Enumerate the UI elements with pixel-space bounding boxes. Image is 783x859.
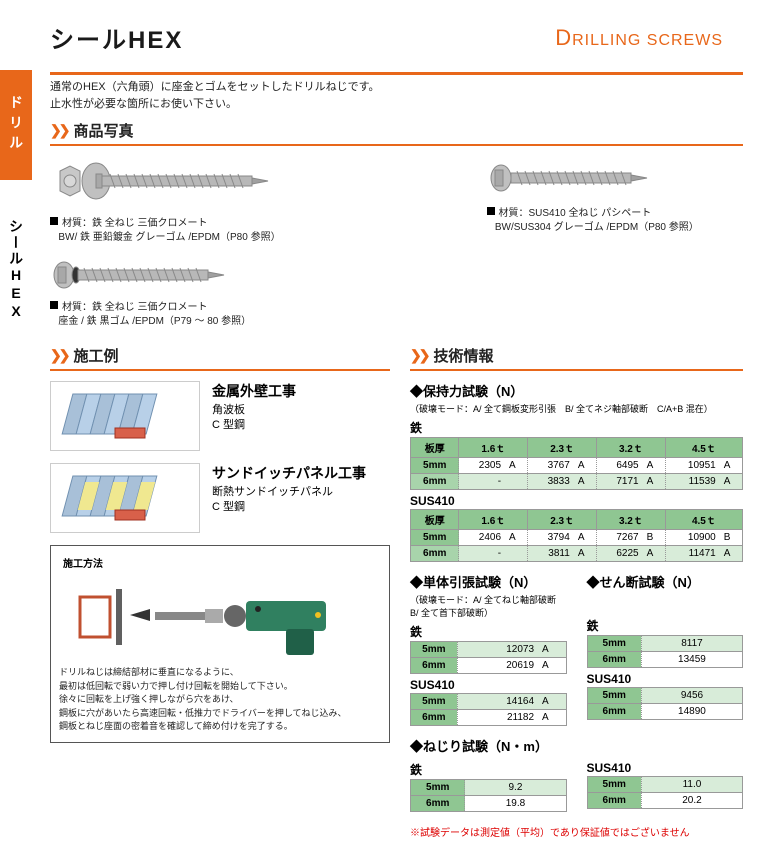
test4-mat1: 鉄 [410, 761, 567, 778]
material-2: 材質：SUS410 全ねじ パシペート BW/SUS304 グレーゴム /EPD… [487, 207, 744, 235]
test2-table-sus: 5mm14164A6mm21182A [410, 693, 567, 726]
test1-table-steel: 板厚1.6ｔ2.3ｔ3.2ｔ4.5ｔ5mm2305A3767A6495A1095… [410, 437, 743, 490]
test1-note: （破壊モード：A/ 全て鋼板変形引張 B/ 全てネジ軸部破断 C/A+B 混在） [410, 402, 743, 415]
side-tab-product[interactable]: シールHEX [0, 200, 32, 340]
method-illustration [59, 576, 381, 666]
screw-icon [487, 156, 667, 201]
test2-mat1: 鉄 [410, 623, 567, 640]
screw-icon [50, 255, 250, 295]
product-photo-1: 材質：鉄 全ねじ 三価クロメート BW/ 鉄 亜鉛鍍金 グレーゴム /EPDM（… [50, 156, 307, 245]
section-photos: ❯❯ 商品写真 [50, 120, 743, 146]
test1-mat2: SUS410 [410, 494, 743, 508]
title-divider [50, 72, 743, 75]
description-text: 通常のHEX（六角頭）に座金とゴムをセットしたドリルねじです。止水性が必要な箇所… [50, 79, 743, 112]
method-text: ドリルねじは締結部材に垂直になるように、最初は低回転で弱い力で押し付け回転を開始… [59, 666, 381, 734]
method-title: 施工方法 [59, 555, 107, 570]
material-1: 材質：鉄 全ねじ 三価クロメート BW/ 鉄 亜鉛鍍金 グレーゴム /EPDM（… [50, 217, 307, 245]
chevron-icon: ❯❯ [410, 347, 427, 364]
test3-table-sus: 5mm94566mm14890 [587, 687, 744, 720]
test3-title: ◆せん断試験（N） [587, 572, 744, 591]
product-photo-3: 材質：鉄 全ねじ 三価クロメート 座金 / 鉄 黒ゴム /EPDM（P79 ～ … [50, 255, 743, 329]
section-app: ❯❯ 施工例 [50, 345, 390, 371]
section-tech: ❯❯ 技術情報 [410, 345, 743, 371]
test1-mat1: 鉄 [410, 419, 743, 436]
test3-table-steel: 5mm81176mm13459 [587, 635, 744, 668]
app-title-2: サンドイッチパネル工事 [212, 463, 366, 483]
test3-mat2: SUS410 [587, 672, 744, 686]
disclaimer: ※試験データは測定値（平均）であり保証値ではございません [410, 824, 743, 839]
test1-table-sus: 板厚1.6ｔ2.3ｔ3.2ｔ4.5ｔ5mm2406A3794A7267B1090… [410, 509, 743, 562]
test2-mat2: SUS410 [410, 678, 567, 692]
method-box: 施工方法 ドリルねじは締結部材に垂直になるよ [50, 545, 390, 743]
app-title-1: 金属外壁工事 [212, 381, 296, 401]
test4-mat2: SUS410 [587, 761, 744, 775]
test1-title: ◆保持力試験（N） [410, 381, 743, 400]
page-subtitle-en: DRILLING SCREWS [555, 25, 723, 51]
app-illustration-2 [50, 463, 200, 533]
chevron-icon: ❯❯ [50, 347, 67, 364]
material-3: 材質：鉄 全ねじ 三価クロメート 座金 / 鉄 黒ゴム /EPDM（P79 ～ … [50, 301, 743, 329]
test2-title: ◆単体引張試験（N） [410, 572, 567, 591]
product-photo-2: 材質：SUS410 全ねじ パシペート BW/SUS304 グレーゴム /EPD… [487, 156, 744, 245]
screw-icon [50, 156, 290, 211]
test2-table-steel: 5mm12073A6mm20619A [410, 641, 567, 674]
test2-note: （破壊モード：A/ 全てねじ軸部破断B/ 全て首下部破断） [410, 593, 567, 619]
app-illustration-1 [50, 381, 200, 451]
app-item-2: サンドイッチパネル工事 断熱サンドイッチパネル C 型鋼 [50, 463, 390, 533]
test3-mat1: 鉄 [587, 617, 744, 634]
test4-table-steel: 5mm9.26mm19.8 [410, 779, 567, 812]
test4-table-sus: 5mm11.06mm20.2 [587, 776, 744, 809]
side-tab-drill[interactable]: ドリル [0, 70, 32, 180]
app-item-1: 金属外壁工事 角波板 C 型鋼 [50, 381, 390, 451]
page-header: シールHEX DRILLING SCREWS [50, 20, 743, 70]
test4-title: ◆ねじり試験（N・m） [410, 736, 743, 755]
chevron-icon: ❯❯ [50, 122, 67, 139]
